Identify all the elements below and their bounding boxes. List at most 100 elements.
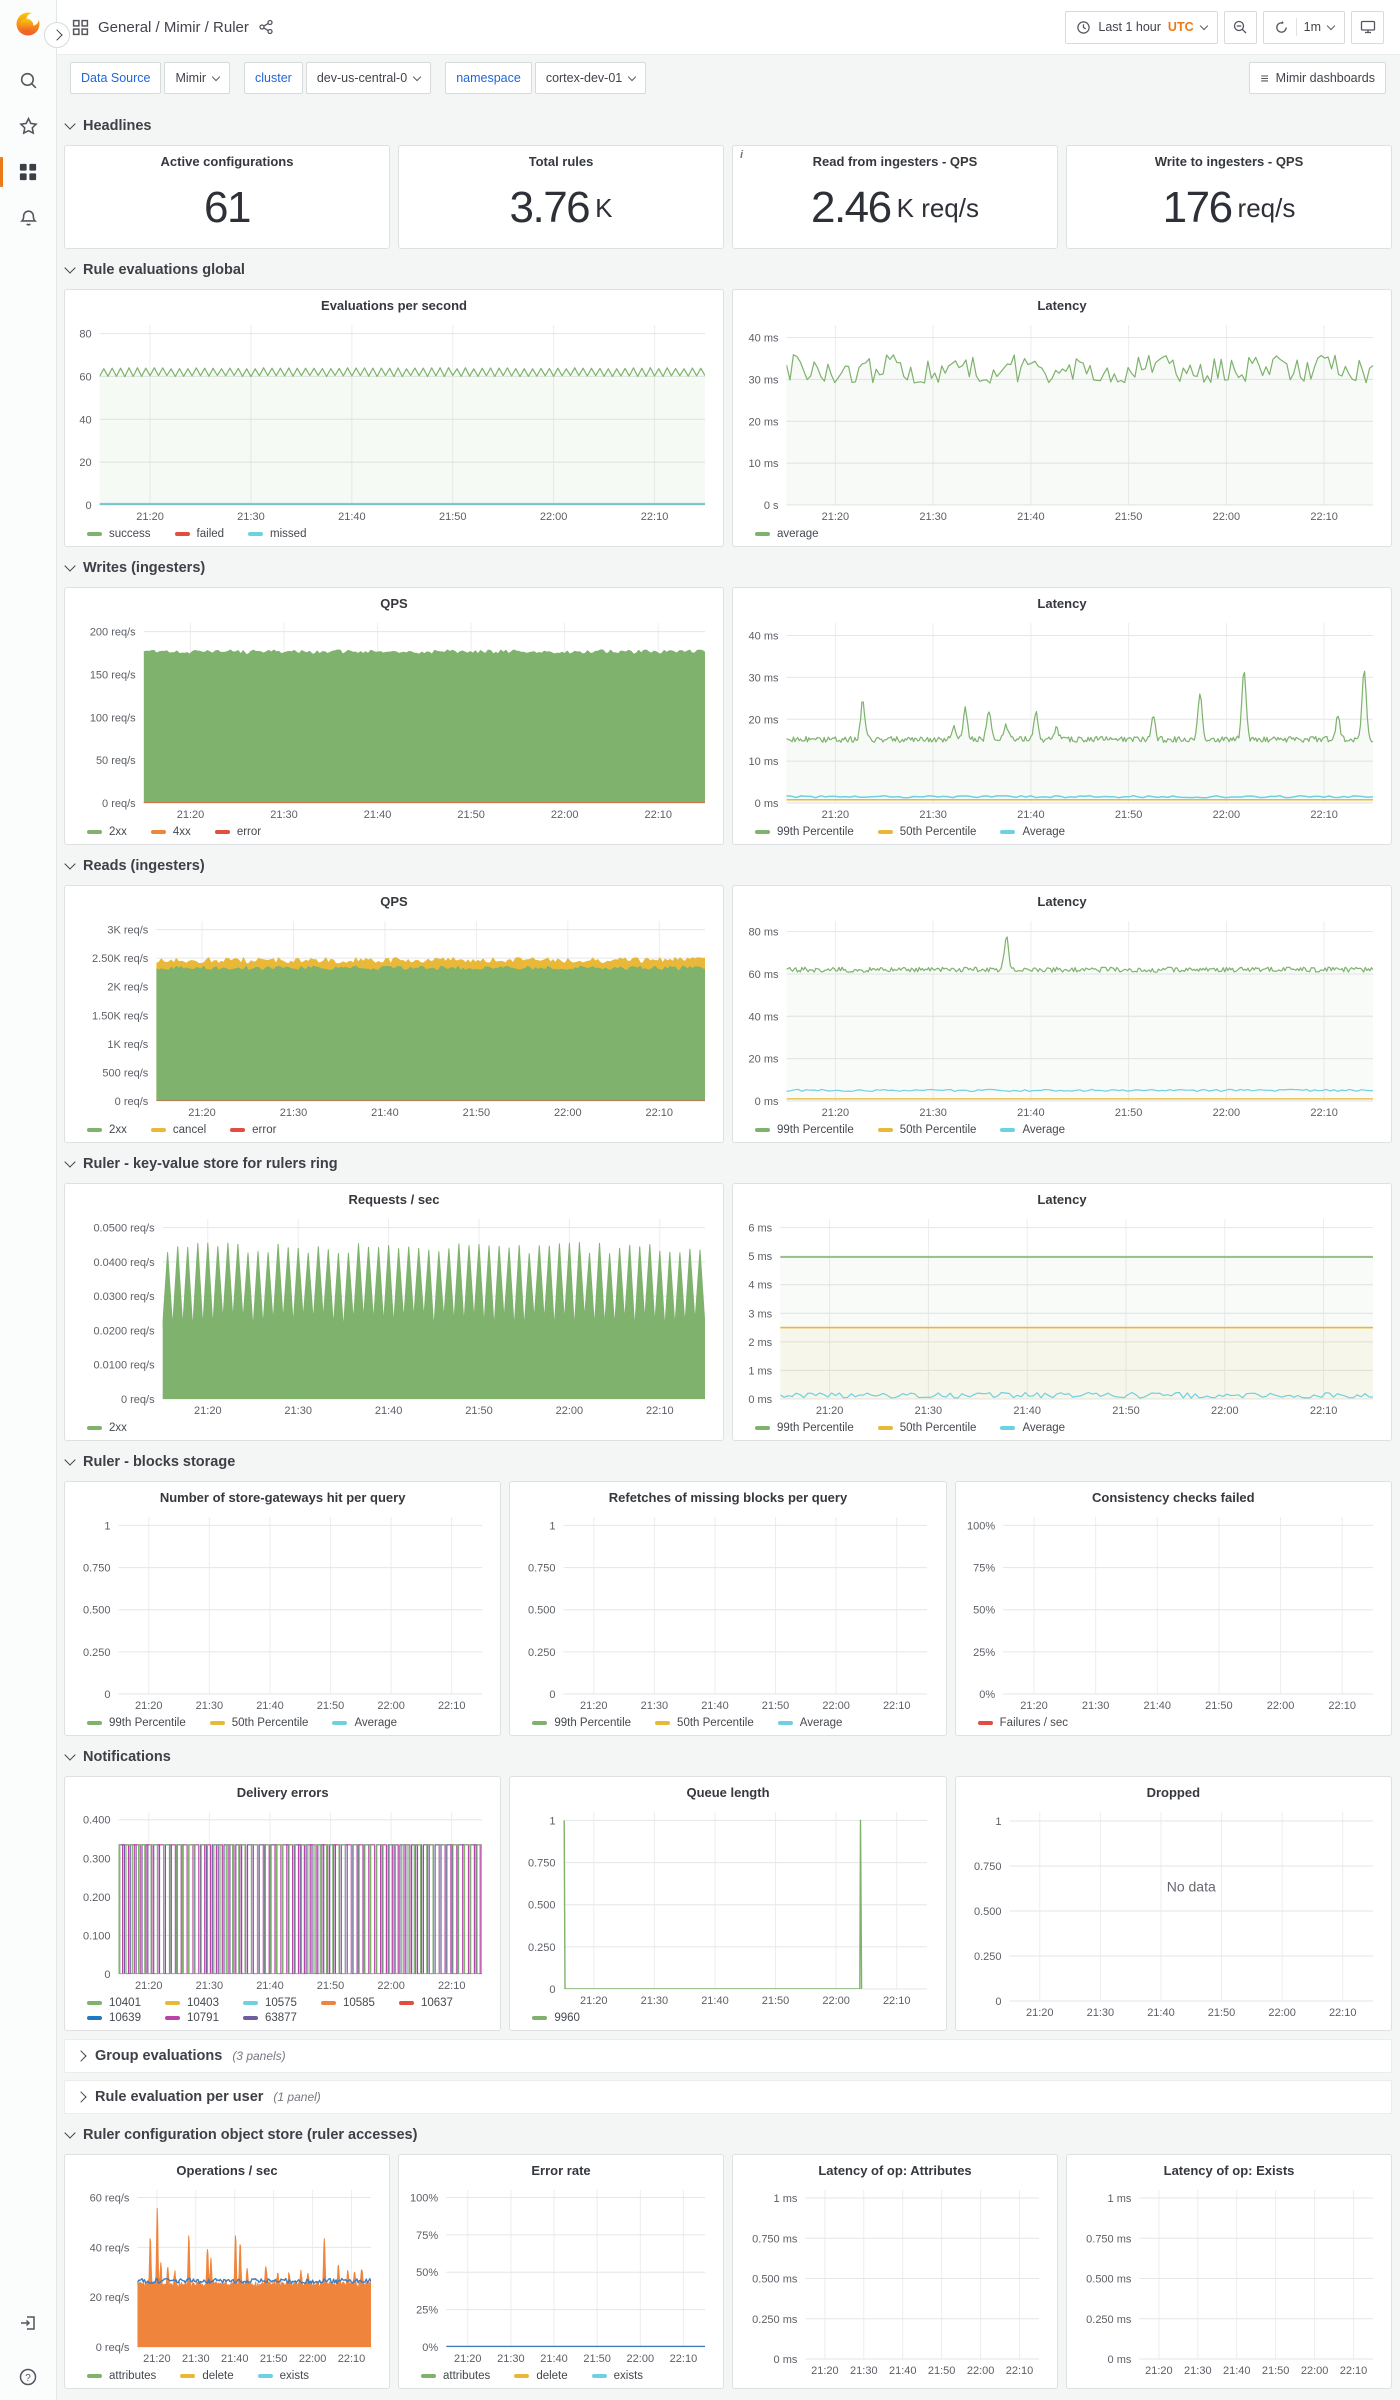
legend-item[interactable]: error [214, 826, 261, 838]
legend-item[interactable]: 50th Percentile [655, 1717, 754, 1729]
legend-item[interactable]: attributes [421, 2370, 490, 2382]
legend-item[interactable]: 10639 [87, 2012, 141, 2024]
grafana-logo[interactable] [14, 10, 42, 43]
legend-item[interactable]: exists [257, 2370, 309, 2382]
panel-title[interactable]: QPS [380, 894, 408, 909]
legend-item[interactable]: 10637 [398, 1997, 453, 2009]
legend-item[interactable]: Average [777, 1717, 842, 1729]
chart-svg[interactable]: 21:20 21:30 21:40 21:50 22:00 22:10 0 ms 10 ms 2… [739, 615, 1385, 823]
panel-title[interactable]: Latency [1037, 298, 1087, 313]
zoom-out-button[interactable] [1223, 10, 1257, 44]
kiosk-mode-button[interactable] [1351, 10, 1384, 44]
panel-title[interactable]: Queue length [686, 1785, 770, 1800]
mimir-dashboards-button[interactable]: ≡ Mimir dashboards [1249, 62, 1386, 94]
chart-svg[interactable]: 21:20 21:30 21:40 21:50 22:00 22:10 0 0.250 0.50… [516, 1509, 939, 1714]
legend-item[interactable]: delete [514, 2370, 568, 2382]
legend-item[interactable]: 99th Percentile [87, 1717, 186, 1729]
legend-item[interactable]: 4xx [150, 826, 191, 838]
section-header[interactable]: Ruler configuration object store (ruler … [64, 2122, 1392, 2148]
chart-svg[interactable]: 21:20 21:30 21:40 21:50 22:00 22:10 0 ms 1 ms 2 … [739, 1211, 1385, 1419]
chart-svg[interactable]: 21:20 21:30 21:40 21:50 22:00 22:10 0 0.250 0.50… [516, 1804, 939, 2009]
section-header[interactable]: Reads (ingesters) [64, 853, 1392, 879]
sign-in-icon[interactable] [0, 2300, 56, 2346]
legend-item[interactable]: 10585 [320, 1997, 375, 2009]
variable-value-dropdown[interactable]: cortex-dev-01 [534, 62, 647, 94]
breadcrumb[interactable]: General / Mimir / Ruler [72, 19, 274, 36]
info-icon[interactable]: i [740, 149, 744, 161]
help-icon[interactable]: ? [0, 2354, 56, 2400]
section-header[interactable]: Writes (ingesters) [64, 555, 1392, 581]
chart-svg[interactable]: 21:20 21:30 21:40 21:50 22:00 22:10 0 req/s 20 … [71, 2182, 383, 2367]
legend-item[interactable]: 10403 [164, 1997, 219, 2009]
panel-title[interactable]: Number of store-gateways hit per query [159, 1490, 406, 1505]
chart-svg[interactable]: 21:20 21:30 21:40 21:50 22:00 22:10 0 req/s 50 … [71, 615, 717, 823]
legend-item[interactable]: cancel [150, 1124, 206, 1136]
chart-svg[interactable]: 21:20 21:30 21:40 21:50 22:00 22:10 0 0.250 0.50… [71, 1509, 494, 1714]
chart-svg[interactable]: 21:20 21:30 21:40 21:50 22:00 22:10 0 20 40 60 80 [71, 317, 717, 525]
legend-item[interactable]: 2xx [87, 1422, 127, 1434]
chart-svg[interactable]: 21:20 21:30 21:40 21:50 22:00 22:10 0 req/s 500… [71, 913, 717, 1121]
panel-title[interactable]: Operations / sec [176, 2163, 278, 2178]
refresh-picker[interactable]: 1m [1262, 10, 1345, 44]
panel-title[interactable]: Latency [1037, 894, 1087, 909]
legend-item[interactable]: missed [248, 528, 306, 540]
legend-item[interactable]: 2xx [87, 1124, 127, 1136]
chart-svg[interactable]: 21:20 21:30 21:40 21:50 22:00 22:10 0 0.250 0.50… [962, 1804, 1385, 2021]
legend-item[interactable]: delete [180, 2370, 234, 2382]
legend-item[interactable]: 99th Percentile [755, 1124, 854, 1136]
legend-item[interactable]: 99th Percentile [755, 826, 854, 838]
legend-item[interactable]: error [230, 1124, 276, 1136]
section-row-collapsed[interactable]: Group evaluations (3 panels) [64, 2039, 1392, 2073]
legend-item[interactable]: 10791 [164, 2012, 219, 2024]
chart-svg[interactable]: 21:20 21:30 21:40 21:50 22:00 22:10 0 req/s 0.0… [71, 1211, 717, 1419]
section-header[interactable]: Notifications [64, 1744, 1392, 1770]
legend-item[interactable]: 10401 [87, 1997, 141, 2009]
panel-title[interactable]: QPS [380, 596, 408, 611]
panel-title[interactable]: Total rules [528, 154, 594, 169]
legend-item[interactable]: 99th Percentile [755, 1422, 854, 1434]
legend-item[interactable]: 50th Percentile [877, 826, 976, 838]
legend-item[interactable]: 50th Percentile [877, 1422, 976, 1434]
chart-svg[interactable]: 21:20 21:30 21:40 21:50 22:00 22:10 0% 25% 50% 75… [962, 1509, 1385, 1714]
sidebar-expand-button[interactable] [44, 22, 70, 48]
legend-item[interactable]: Average [1000, 1422, 1065, 1434]
section-header[interactable]: Headlines [64, 113, 1392, 139]
legend-item[interactable]: exists [591, 2370, 643, 2382]
panel-title[interactable]: Write to ingesters - QPS [1154, 154, 1304, 169]
panel-title[interactable]: Consistency checks failed [1092, 1490, 1255, 1505]
legend-item[interactable]: 99th Percentile [532, 1717, 631, 1729]
dashboards-icon[interactable] [0, 149, 56, 195]
time-range-picker[interactable]: Last 1 hour UTC [1065, 10, 1218, 44]
chart-svg[interactable]: 21:20 21:30 21:40 21:50 22:00 22:10 0 ms 0.250 … [1073, 2182, 1385, 2379]
section-header[interactable]: Ruler - blocks storage [64, 1449, 1392, 1475]
alerting-bell-icon[interactable] [0, 195, 56, 241]
legend-item[interactable]: 63877 [242, 2012, 297, 2024]
section-row-collapsed[interactable]: Rule evaluation per user (1 panel) [64, 2080, 1392, 2114]
chart-svg[interactable]: 21:20 21:30 21:40 21:50 22:00 22:10 0 ms 20 ms 4… [739, 913, 1385, 1121]
chart-svg[interactable]: 21:20 21:30 21:40 21:50 22:00 22:10 0 ms 0.250 … [739, 2182, 1051, 2379]
legend-item[interactable]: Average [1000, 1124, 1065, 1136]
panel-title[interactable]: Latency [1037, 1192, 1087, 1207]
chart-svg[interactable]: 21:20 21:30 21:40 21:50 22:00 22:10 0 s 10 ms 20… [739, 317, 1385, 525]
panel-title[interactable]: Delivery errors [236, 1785, 329, 1800]
legend-item[interactable]: average [755, 528, 819, 540]
variable-value-dropdown[interactable]: Mimir [164, 62, 231, 94]
panel-title[interactable]: Dropped [1146, 1785, 1201, 1800]
search-icon[interactable] [0, 57, 56, 103]
legend-item[interactable]: success [87, 528, 151, 540]
panel-title[interactable]: Refetches of missing blocks per query [608, 1490, 848, 1505]
legend-item[interactable]: 50th Percentile [877, 1124, 976, 1136]
panel-title[interactable]: Latency [1037, 596, 1087, 611]
chart-svg[interactable]: 21:20 21:30 21:40 21:50 22:00 22:10 0 0.100 0.20… [71, 1804, 494, 1994]
chart-svg[interactable]: 21:20 21:30 21:40 21:50 22:00 22:10 0% 25% 50% 75… [405, 2182, 717, 2367]
panel-title[interactable]: Latency of op: Exists [1163, 2163, 1295, 2178]
legend-item[interactable]: 2xx [87, 826, 127, 838]
panel-title[interactable]: Error rate [531, 2163, 591, 2178]
section-header[interactable]: Rule evaluations global [64, 257, 1392, 283]
legend-item[interactable]: 10575 [242, 1997, 297, 2009]
star-icon[interactable] [0, 103, 56, 149]
legend-item[interactable]: failed [174, 528, 224, 540]
legend-item[interactable]: 50th Percentile [209, 1717, 308, 1729]
legend-item[interactable]: 9960 [532, 2012, 580, 2024]
panel-title[interactable]: Latency of op: Attributes [818, 2163, 972, 2178]
